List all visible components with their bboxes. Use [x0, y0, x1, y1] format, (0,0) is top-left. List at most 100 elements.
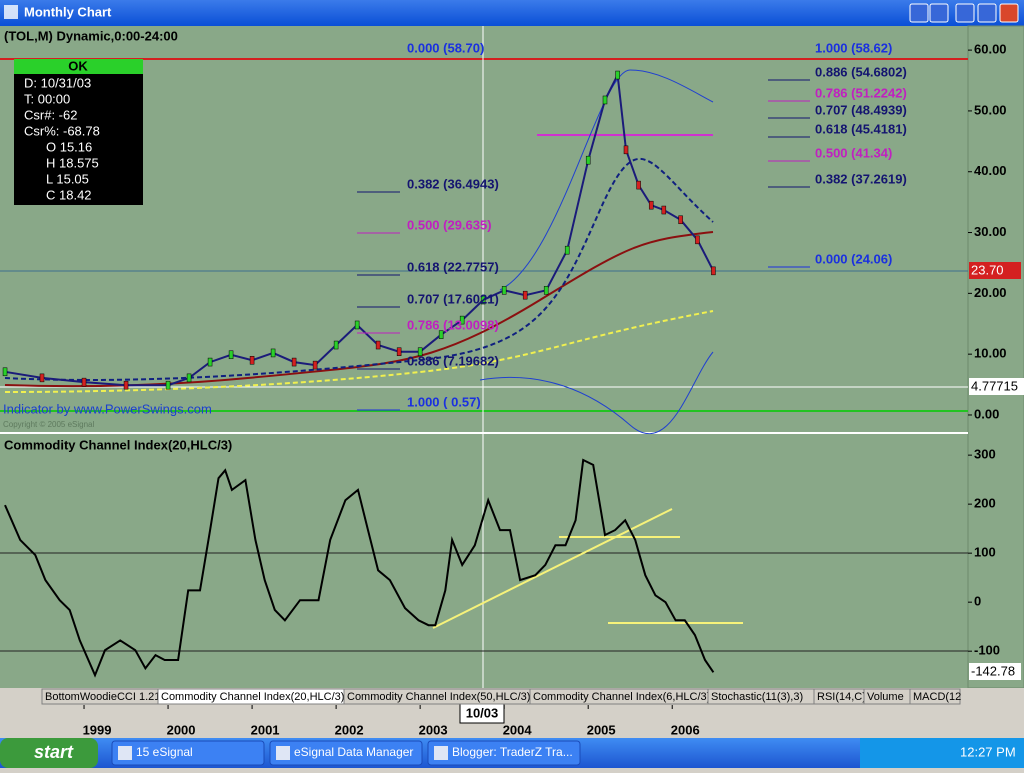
candle	[417, 347, 423, 356]
candle	[39, 373, 45, 383]
fib-label: 0.786 (13.0098)	[407, 317, 499, 332]
upper-band	[499, 69, 714, 291]
task-icon[interactable]	[276, 746, 290, 760]
info-line: C 18.42	[46, 187, 92, 202]
y-tick-label: 20.00	[974, 285, 1007, 300]
info-line: Csr#: -62	[24, 107, 77, 122]
info-box	[14, 59, 143, 205]
maximize-button[interactable]	[977, 3, 997, 23]
y-tick-label: -100	[974, 643, 1000, 658]
candle	[249, 355, 255, 365]
date-axis	[0, 705, 1024, 738]
task-label[interactable]: eSignal Data Manager	[294, 745, 413, 759]
cci-title: Commodity Channel Index(20,HLC/3)	[4, 437, 232, 452]
candle	[678, 215, 683, 225]
info-line: T: 00:00	[24, 91, 70, 106]
task-icon[interactable]	[434, 746, 448, 760]
x-tick-label: 2002	[335, 722, 364, 737]
y-tick-label: 200	[974, 496, 996, 511]
candle	[564, 245, 570, 255]
fib-label: 0.618 (22.7757)	[407, 259, 499, 274]
x-tick-label: 2005	[587, 722, 616, 737]
credit: Indicator by www.PowerSwings.com	[3, 401, 212, 416]
cci-last: -142.78	[971, 663, 1015, 678]
y-tick-label: 60.00	[974, 42, 1007, 57]
candle	[123, 380, 129, 390]
start-label[interactable]: start	[34, 742, 74, 762]
info-header-bg	[14, 59, 143, 74]
copyright: Copyright © 2005 eSignal	[3, 420, 95, 429]
title-bar	[0, 0, 1024, 26]
candle	[333, 340, 339, 350]
x-tick-label: 1999	[83, 722, 112, 737]
info-header: OK	[68, 58, 88, 73]
candle	[438, 330, 444, 339]
candle	[375, 340, 381, 350]
tab-label[interactable]: BottomWoodieCCI 1.21	[45, 691, 160, 703]
fib-label: 0.618 (45.4181)	[815, 121, 907, 136]
last-price: 23.70	[971, 262, 1004, 277]
menu-button[interactable]	[909, 3, 929, 23]
y-tick-label: 0.00	[974, 406, 999, 421]
tab-label[interactable]: Commodity Channel Index(20,HLC/3)	[161, 691, 344, 703]
task-label[interactable]: Blogger: TraderZ Tra...	[452, 745, 573, 759]
candle	[543, 286, 549, 295]
axis-area	[967, 25, 1024, 689]
candle	[711, 266, 716, 276]
y-tick-label: 300	[974, 447, 996, 462]
candle	[459, 315, 465, 325]
info-line: D: 10/31/03	[24, 75, 91, 90]
info-line: L 15.05	[46, 171, 89, 186]
task-button[interactable]	[269, 740, 423, 766]
task-button[interactable]	[111, 740, 265, 766]
tab-label[interactable]: MACD(12	[913, 691, 961, 703]
fib-label: 0.886 (7.19682)	[407, 353, 499, 368]
trendline	[432, 508, 673, 629]
start-button[interactable]	[0, 738, 98, 768]
candle	[270, 348, 276, 358]
x-tick-label: 2000	[167, 722, 196, 737]
fib-label: 0.500 (29.635)	[407, 217, 492, 232]
tab-label[interactable]: Commodity Channel Index(6,HLC/3)	[533, 691, 710, 703]
fib-label: 0.786 (51.2242)	[815, 85, 907, 100]
candle	[354, 320, 360, 330]
fib-label: 0.382 (36.4943)	[407, 176, 499, 191]
fib-label: 0.000 (58.70)	[407, 40, 484, 55]
tab[interactable]	[909, 688, 961, 705]
candle	[186, 373, 192, 383]
fib-label: 0.707 (48.4939)	[815, 102, 907, 117]
candle	[165, 380, 171, 390]
y-tick-label: 50.00	[974, 102, 1007, 117]
tab-label[interactable]: Volume	[867, 691, 904, 703]
tab-label[interactable]: Commodity Channel Index(50,HLC/3)	[347, 691, 530, 703]
symbol-label: (TOL,M) Dynamic,0:00-24:00	[4, 28, 178, 43]
x-tick-label: 2001	[251, 722, 280, 737]
candle	[228, 350, 234, 360]
candle	[648, 200, 654, 210]
cursor-price: 4.77715	[971, 378, 1018, 393]
task-icon[interactable]	[118, 746, 132, 760]
last-price-box	[969, 262, 1021, 279]
candle	[480, 295, 486, 305]
restore-button[interactable]	[929, 3, 949, 23]
fib-label: 0.886 (54.6802)	[815, 64, 907, 79]
tray	[860, 738, 1024, 768]
candle	[312, 360, 318, 370]
close-button[interactable]	[999, 3, 1019, 23]
price-line	[4, 71, 715, 387]
lower-band	[479, 351, 714, 434]
tab-label[interactable]: RSI(14,C)	[817, 691, 866, 703]
fib-label: 1.000 ( 0.57)	[407, 394, 481, 409]
fib-label: 1.000 (58.62)	[815, 40, 892, 55]
minimize-button[interactable]	[955, 3, 975, 23]
tab-label[interactable]: Stochastic(11(3),3)	[711, 691, 803, 703]
cci-last-box	[969, 663, 1021, 680]
task-label[interactable]: 15 eSignal	[136, 745, 193, 759]
info-line: H 18.575	[46, 155, 99, 170]
x-tick-label: 2004	[503, 722, 533, 737]
task-button[interactable]	[427, 740, 581, 766]
candle	[623, 145, 629, 155]
candle	[615, 70, 620, 80]
candle	[207, 357, 213, 367]
